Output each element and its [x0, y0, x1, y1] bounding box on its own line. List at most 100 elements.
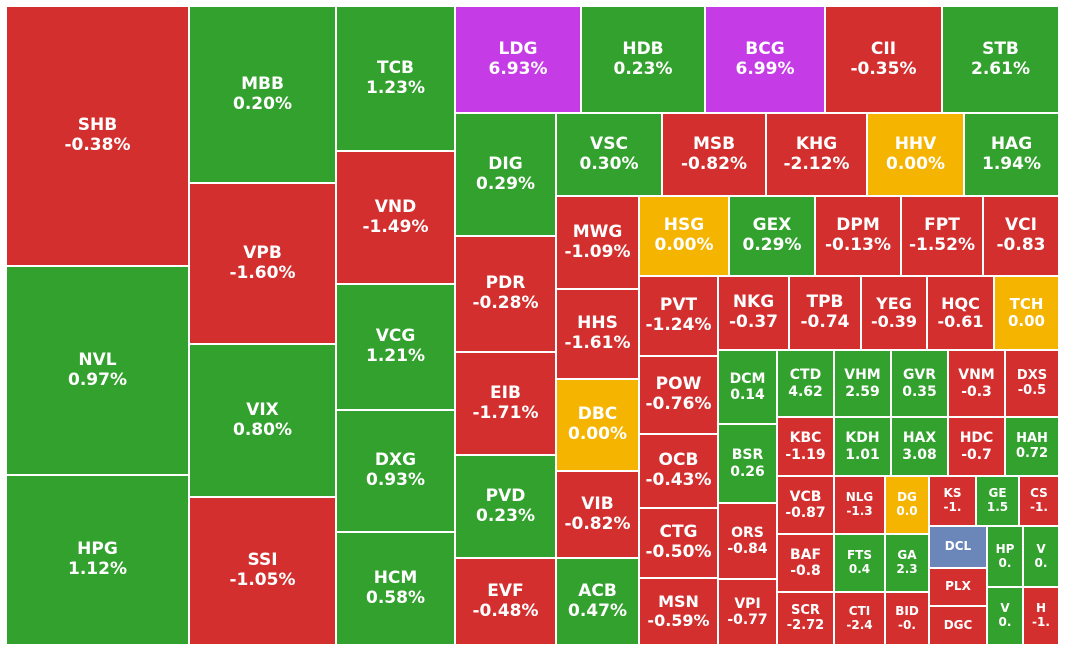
tile-dxs[interactable]: DXS -0.5 — [1005, 350, 1059, 417]
tile-nlg[interactable]: NLG -1.3 — [834, 476, 885, 534]
tile-msb[interactable]: MSB -0.82% — [662, 113, 766, 196]
tile-kbc[interactable]: KBC -1.19 — [777, 417, 834, 476]
tile-hsg[interactable]: HSG 0.00% — [639, 196, 729, 276]
tile-symbol: HCM — [373, 567, 418, 588]
tile-hqc[interactable]: HQC -0.61 — [927, 276, 994, 350]
tile-change: -1. — [943, 500, 962, 514]
tile-change: -1.71% — [472, 402, 539, 423]
tile-ctd[interactable]: CTD 4.62 — [777, 350, 834, 417]
tile-symbol: KDH — [845, 430, 880, 447]
tile-vpi[interactable]: VPI -0.77 — [718, 579, 777, 645]
tile-bsr[interactable]: BSR 0.26 — [718, 424, 777, 503]
tile-ldg[interactable]: LDG 6.93% — [455, 6, 581, 113]
tile-symbol: HAX — [902, 430, 937, 447]
tile-vsc[interactable]: VSC 0.30% — [556, 113, 662, 196]
tile-ks[interactable]: KS -1. — [929, 476, 976, 526]
tile-ctg[interactable]: CTG -0.50% — [639, 508, 718, 578]
tile-change: 0.4 — [848, 562, 871, 576]
tile-vpb[interactable]: VPB -1.60% — [189, 183, 336, 344]
tile-pvd[interactable]: PVD 0.23% — [455, 455, 556, 558]
tile-symbol: HDC — [959, 430, 994, 447]
tile-acb[interactable]: ACB 0.47% — [556, 558, 639, 645]
tile-symbol: FTS — [846, 548, 873, 563]
tile-dxg[interactable]: DXG 0.93% — [336, 410, 455, 532]
tile-symbol: DXG — [374, 450, 417, 471]
tile-symbol: DCM — [729, 370, 766, 387]
tile-dgc[interactable]: DGC — [929, 606, 987, 645]
tile-dg[interactable]: DG 0.0 — [885, 476, 929, 534]
tile-eib[interactable]: EIB -1.71% — [455, 352, 556, 455]
tile-hag[interactable]: HAG 1.94% — [964, 113, 1059, 196]
tile-stb[interactable]: STB 2.61% — [942, 6, 1059, 113]
tile-vib[interactable]: VIB -0.82% — [556, 471, 639, 558]
tile-v[interactable]: V 0. — [1023, 526, 1059, 587]
tile-hah[interactable]: HAH 0.72 — [1005, 417, 1059, 476]
tile-symbol: VHM — [844, 367, 881, 384]
tile-plx[interactable]: PLX — [929, 568, 987, 606]
tile-symbol: STB — [982, 38, 1019, 59]
tile-dcm[interactable]: DCM 0.14 — [718, 350, 777, 424]
tile-dig[interactable]: DIG 0.29% — [455, 113, 556, 236]
tile-hhv[interactable]: HHV 0.00% — [867, 113, 964, 196]
tile-fts[interactable]: FTS 0.4 — [834, 534, 885, 592]
tile-shb[interactable]: SHB -0.38% — [6, 6, 189, 266]
tile-pvt[interactable]: PVT -1.24% — [639, 276, 718, 356]
tile-tpb[interactable]: TPB -0.74 — [789, 276, 861, 350]
tile-gvr[interactable]: GVR 0.35 — [891, 350, 948, 417]
tile-change: -0.7 — [961, 446, 992, 463]
tile-symbol: VPB — [243, 242, 282, 263]
tile-bcg[interactable]: BCG 6.99% — [705, 6, 825, 113]
tile-change: 2.61% — [971, 58, 1030, 79]
tile-bid[interactable]: BID -0. — [885, 592, 929, 645]
tile-vhm[interactable]: VHM 2.59 — [834, 350, 891, 417]
tile-hcm[interactable]: HCM 0.58% — [336, 532, 455, 645]
tile-hhs[interactable]: HHS -1.61% — [556, 289, 639, 379]
tile-kdh[interactable]: KDH 1.01 — [834, 417, 891, 476]
tile-change: 0.23% — [476, 505, 535, 526]
tile-dpm[interactable]: DPM -0.13% — [815, 196, 901, 276]
tile-hax[interactable]: HAX 3.08 — [891, 417, 948, 476]
tile-ga[interactable]: GA 2.3 — [885, 534, 929, 592]
tile-ge[interactable]: GE 1.5 — [976, 476, 1019, 526]
tile-vix[interactable]: VIX 0.80% — [189, 344, 336, 497]
tile-h[interactable]: H -1. — [1023, 587, 1059, 645]
tile-hp[interactable]: HP 0. — [987, 526, 1023, 587]
tile-mbb[interactable]: MBB 0.20% — [189, 6, 336, 183]
tile-ocb[interactable]: OCB -0.43% — [639, 434, 718, 508]
tile-pow[interactable]: POW -0.76% — [639, 356, 718, 434]
tile-evf[interactable]: EVF -0.48% — [455, 558, 556, 645]
tile-vnd[interactable]: VND -1.49% — [336, 151, 455, 284]
tile-dbc[interactable]: DBC 0.00% — [556, 379, 639, 471]
tile-ors[interactable]: ORS -0.84 — [718, 503, 777, 579]
tile-vcb[interactable]: VCB -0.87 — [777, 476, 834, 534]
tile-change: -0.77 — [727, 612, 768, 628]
tile-nkg[interactable]: NKG -0.37 — [718, 276, 789, 350]
tile-vcg[interactable]: VCG 1.21% — [336, 284, 455, 410]
tile-v[interactable]: V 0. — [987, 587, 1023, 645]
tile-ssi[interactable]: SSI -1.05% — [189, 497, 336, 645]
tile-tcb[interactable]: TCB 1.23% — [336, 6, 455, 151]
tile-symbol: HHV — [894, 133, 937, 154]
tile-hpg[interactable]: HPG 1.12% — [6, 475, 189, 645]
tile-khg[interactable]: KHG -2.12% — [766, 113, 867, 196]
tile-nvl[interactable]: NVL 0.97% — [6, 266, 189, 475]
tile-scr[interactable]: SCR -2.72 — [777, 592, 834, 645]
tile-dcl[interactable]: DCL — [929, 526, 987, 568]
tile-gex[interactable]: GEX 0.29% — [729, 196, 815, 276]
tile-baf[interactable]: BAF -0.8 — [777, 534, 834, 592]
tile-change: -0.5 — [1017, 382, 1047, 398]
tile-mwg[interactable]: MWG -1.09% — [556, 196, 639, 289]
tile-cii[interactable]: CII -0.35% — [825, 6, 942, 113]
tile-change: -1.52% — [908, 235, 976, 255]
tile-hdb[interactable]: HDB 0.23% — [581, 6, 705, 113]
tile-cs[interactable]: CS -1. — [1019, 476, 1059, 526]
tile-tch[interactable]: TCH 0.00 — [994, 276, 1059, 350]
tile-cti[interactable]: CTI -2.4 — [834, 592, 885, 645]
tile-fpt[interactable]: FPT -1.52% — [901, 196, 983, 276]
tile-hdc[interactable]: HDC -0.7 — [948, 417, 1005, 476]
tile-vnm[interactable]: VNM -0.3 — [948, 350, 1005, 417]
tile-yeg[interactable]: YEG -0.39 — [861, 276, 927, 350]
tile-pdr[interactable]: PDR -0.28% — [455, 236, 556, 352]
tile-msn[interactable]: MSN -0.59% — [639, 578, 718, 645]
tile-vci[interactable]: VCI -0.83 — [983, 196, 1059, 276]
